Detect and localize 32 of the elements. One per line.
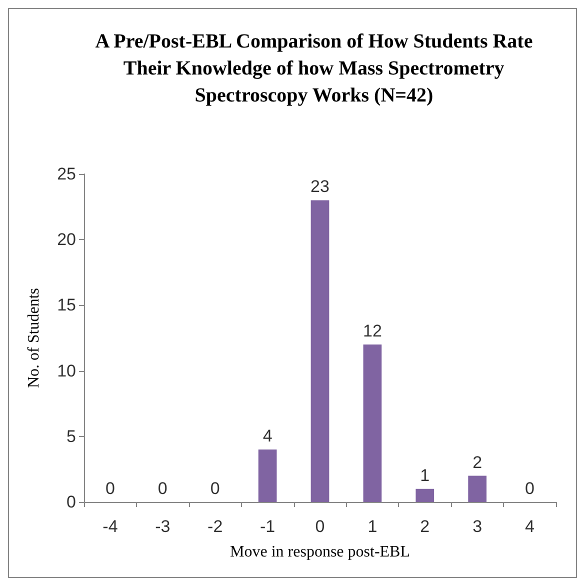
x-tick-label: 3	[472, 517, 482, 536]
y-tick-label: 20	[57, 230, 76, 250]
x-tick-label: 1	[368, 517, 378, 536]
x-tick-label: 0	[315, 517, 325, 536]
data-label: 2	[472, 452, 482, 472]
x-tick-label: 2	[420, 517, 430, 536]
chart-title: A Pre/Post-EBL Comparison of How Students Rate Their Knowledge of how Mass Spectrometry Spectroscopy Works (N=42)	[95, 30, 533, 106]
data-label: 0	[525, 479, 535, 498]
data-label: 4	[262, 426, 272, 446]
y-tick-label: 25	[57, 164, 76, 184]
data-label: 0	[210, 479, 220, 498]
y-tick-label: 10	[57, 361, 76, 380]
bar	[258, 450, 277, 502]
bar	[363, 344, 382, 502]
bar	[416, 488, 434, 502]
data-label: 0	[105, 479, 115, 498]
x-tick-label: 4	[525, 517, 535, 536]
y-axis-title: No. of Students	[26, 288, 42, 388]
bar	[468, 476, 487, 502]
x-tick-label: -2	[208, 517, 223, 536]
y-tick-label: 5	[66, 426, 76, 446]
x-tick-label: -3	[155, 517, 170, 536]
data-label: 0	[158, 479, 168, 498]
data-label: 12	[362, 322, 382, 341]
bar	[310, 200, 330, 502]
y-tick-label: 0	[66, 492, 76, 512]
data-label: 1	[420, 466, 430, 485]
data-label: 23	[310, 177, 330, 196]
y-tick-label: 15	[57, 296, 76, 315]
x-tick-label: -1	[260, 517, 276, 536]
x-tick-label: -4	[102, 517, 118, 536]
x-axis-title: Move in response post-EBL	[230, 544, 410, 560]
